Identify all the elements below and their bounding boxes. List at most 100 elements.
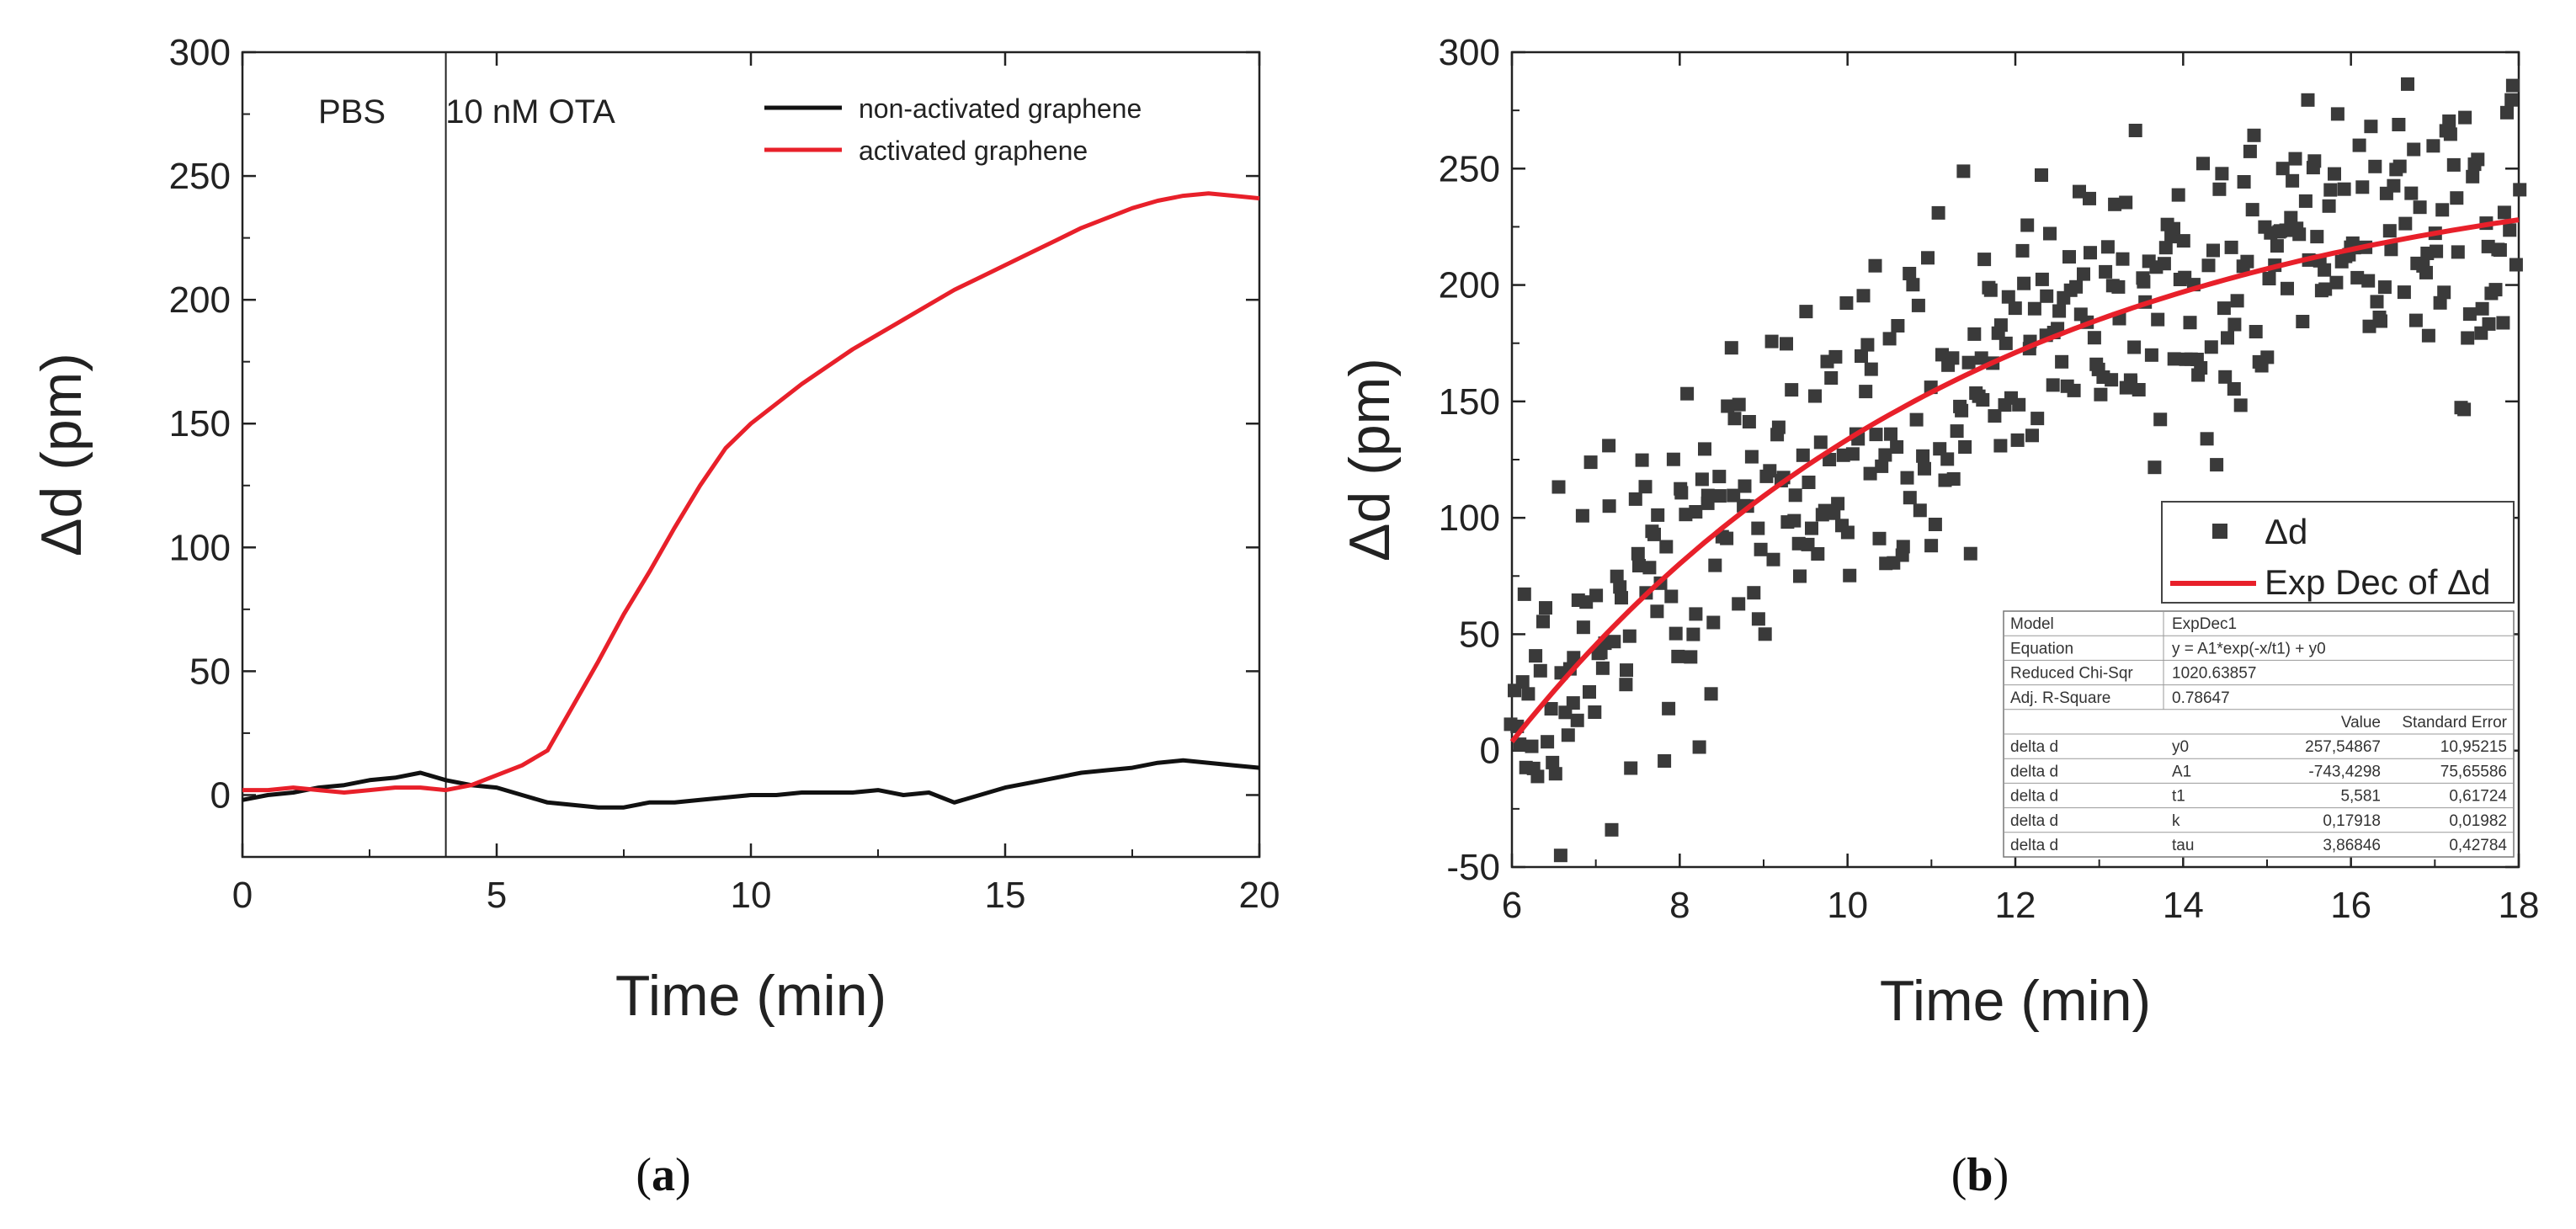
scatter-point [2176,234,2190,248]
panel-b: -50 0 50 100 150 200 250 300 6 8 10 12 14 16 18 Δd (pm)… [1338,32,2539,1033]
scatter-point [2183,316,2197,330]
scatter-point [2221,331,2234,345]
scatter-point [1945,351,1960,365]
scatter-point [1751,612,1765,626]
scatter-point [2204,340,2218,354]
fit-table-cell: ExpDec1 [2172,615,2237,633]
y-tick-label: 100 [1439,497,1500,539]
fit-table-cell: k [2172,812,2180,830]
fit-table-cell: 257,54867 [2305,738,2381,756]
scatter-point [1610,569,1624,583]
y-tick-label: 250 [1439,148,1500,189]
scatter-point [1845,447,1860,461]
scatter-point [2509,258,2523,272]
scatter-point [2062,250,2076,264]
scatter-point [2407,142,2421,157]
scatter-point [1958,440,1972,454]
fit-table-cell: 1020.63857 [2172,665,2256,683]
scatter-point [1974,351,1988,365]
scatter-point [1802,476,1816,489]
scatter-point [2397,285,2411,300]
scatter-point [1583,455,1598,470]
scatter-point [1513,737,1527,752]
caption-a: (a) [636,1149,690,1201]
scatter-point [1700,488,1715,503]
scatter-point [1525,739,1539,753]
scatter-point [1583,685,1596,699]
scatter-point [2500,105,2514,120]
scatter-point [1840,525,1855,540]
scatter-point [2148,460,2162,475]
scatter-point [1704,687,1718,701]
scatter-point [1628,492,1642,506]
scatter-point [1843,568,1857,583]
scatter-point [2069,279,2084,294]
scatter-point [1950,424,1964,439]
legend-swatch-scatter [2212,524,2227,539]
scatter-point [1891,319,1905,333]
fit-table-cell: A1 [2172,763,2191,780]
fit-table-cell: -743,4298 [2308,763,2381,780]
scatter-point [1631,546,1645,561]
scatter-point [2153,412,2168,427]
scatter-point [1754,542,1768,556]
scatter-point [2128,124,2142,137]
x-tick-label: 8 [1669,885,1690,926]
scatter-point [2087,331,2101,345]
scatter-point [2083,191,2096,205]
scatter-point [1732,397,1746,412]
fit-table-cell: tau [2172,837,2194,854]
scatter-point [2382,224,2397,238]
scatter-point [2210,458,2224,472]
scatter-point [2046,378,2060,392]
scatter-point [2398,216,2413,231]
scatter-point [2167,221,2180,236]
scatter-point [1712,489,1727,503]
scatter-point [2132,383,2146,396]
scatter-point [1864,362,1878,376]
scatter-point [1712,470,1727,484]
scatter-point [1983,283,1998,297]
scatter-point [1515,675,1530,689]
scatter-point [2298,194,2313,208]
scatter-point [1647,527,1661,541]
captions: (a) (b) [636,1149,2009,1201]
scatter-point [1742,415,1756,428]
scatter-point [2318,263,2332,277]
fit-table-cell: y0 [2172,738,2189,756]
scatter-point [2471,152,2485,167]
fit-table-cell: Equation [2010,640,2073,657]
scatter-point [2426,139,2440,153]
fit-table-cell: 0,61724 [2449,788,2507,806]
x-tick-label: 18 [2499,885,2540,926]
scatter-point [2421,328,2435,343]
scatter-point [2310,230,2324,244]
scatter-point [1684,650,1698,664]
x-tick-label: 10 [1827,885,1868,926]
scatter-point [2055,354,2069,369]
scatter-point [1763,464,1777,478]
scatter-point [1662,701,1676,716]
scatter-point [1933,442,1947,456]
legend-label: non-activated graphene [859,93,1142,124]
scatter-point [1521,687,1535,701]
scatter-point [2200,432,2214,446]
scatter-point [1916,449,1930,463]
scatter-point [2027,301,2041,316]
scatter-point [1530,769,1545,784]
scatter-point [2466,169,2480,184]
scatter-point [2322,199,2336,213]
scatter-point [2217,301,2231,316]
scatter-point [1831,497,1845,511]
x-axis-label: Time (min) [1880,969,2151,1033]
scatter-point [1533,663,1547,678]
scatter-point [1823,453,1837,466]
scatter-point [1595,661,1610,675]
scatter-point [2368,159,2382,173]
legend-label: activated graphene [859,136,1088,166]
legend-label: Exp Dec of Δd [2265,562,2491,602]
scatter-point [1732,597,1746,611]
fit-table-cell: delta d [2010,738,2058,756]
scatter-point [1738,479,1752,493]
scatter-point [1799,305,1813,319]
